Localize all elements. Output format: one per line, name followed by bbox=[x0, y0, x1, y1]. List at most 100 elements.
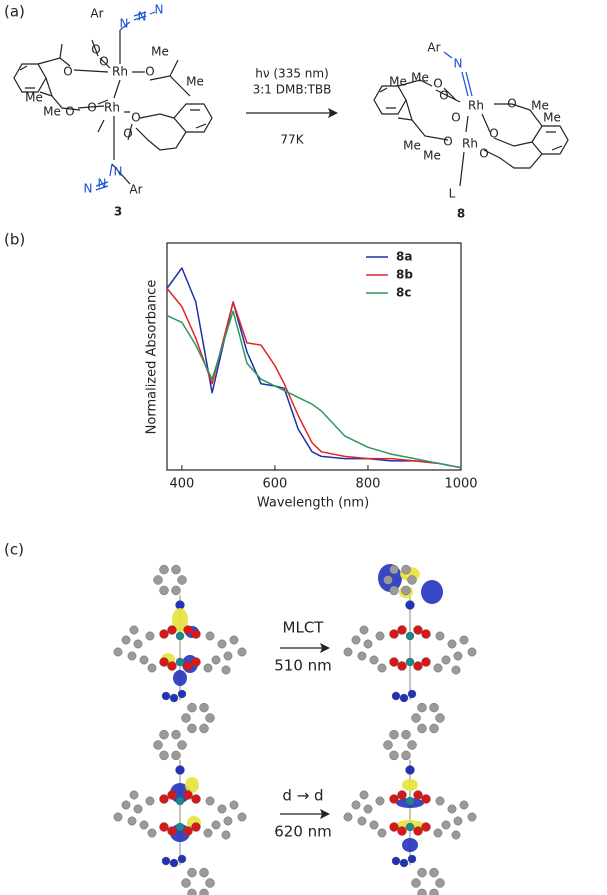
atom bbox=[397, 790, 407, 800]
atom bbox=[159, 750, 169, 761]
atom bbox=[405, 631, 415, 641]
atom bbox=[389, 564, 399, 575]
atom bbox=[397, 625, 407, 635]
atom bbox=[411, 713, 421, 723]
atom-label: N bbox=[120, 17, 129, 31]
atom-label: O bbox=[91, 43, 100, 57]
atom bbox=[421, 822, 431, 832]
atom-label: O bbox=[433, 77, 442, 91]
atom bbox=[407, 740, 417, 750]
atom bbox=[405, 796, 415, 806]
atom bbox=[177, 740, 187, 750]
atom-label: O bbox=[507, 97, 516, 111]
atom bbox=[159, 585, 169, 596]
atom-label: O bbox=[479, 147, 488, 161]
atom bbox=[145, 631, 155, 641]
panel-label: (a) bbox=[4, 3, 25, 21]
x-tick-label: 400 bbox=[169, 477, 194, 492]
compound-label: 3 bbox=[114, 205, 122, 219]
atom bbox=[417, 867, 427, 878]
atom bbox=[357, 816, 367, 826]
atom bbox=[183, 826, 193, 836]
atom bbox=[421, 629, 431, 639]
atom bbox=[399, 693, 409, 703]
atom bbox=[389, 657, 399, 667]
atom bbox=[161, 691, 171, 701]
atom-label: Ar bbox=[129, 183, 142, 197]
atom bbox=[405, 600, 415, 610]
transition-name: d → d bbox=[282, 787, 323, 805]
atom bbox=[397, 826, 407, 836]
atom bbox=[453, 816, 463, 826]
atom bbox=[175, 631, 185, 641]
compound-label: 8 bbox=[457, 207, 465, 221]
atom bbox=[139, 820, 149, 830]
series-line bbox=[166, 267, 462, 469]
atom bbox=[113, 812, 123, 822]
atom bbox=[351, 800, 361, 810]
atom bbox=[121, 635, 131, 645]
atom-label: Rh bbox=[104, 101, 120, 115]
atom bbox=[377, 663, 387, 673]
atom bbox=[167, 661, 177, 671]
atom bbox=[369, 655, 379, 665]
compound-8-bonds bbox=[373, 51, 569, 187]
atom bbox=[389, 629, 399, 639]
atom bbox=[203, 663, 213, 673]
atom bbox=[407, 854, 417, 864]
atom bbox=[169, 858, 179, 868]
atom bbox=[203, 828, 213, 838]
atom bbox=[139, 655, 149, 665]
atom bbox=[435, 713, 445, 723]
atom bbox=[159, 729, 169, 740]
orbital-lobe bbox=[173, 670, 187, 686]
atom bbox=[435, 631, 445, 641]
series-line bbox=[166, 310, 462, 469]
atom bbox=[417, 888, 427, 895]
atom bbox=[417, 702, 427, 713]
atom bbox=[199, 867, 209, 878]
atom bbox=[191, 794, 201, 804]
atom bbox=[167, 790, 177, 800]
atom bbox=[363, 639, 373, 649]
atom bbox=[159, 629, 169, 639]
atom-label: Me bbox=[186, 75, 204, 89]
atom bbox=[467, 812, 477, 822]
orbital-panel: MLCT 510 nm d → d 620 nm bbox=[113, 564, 477, 895]
atom bbox=[441, 655, 451, 665]
atom bbox=[171, 729, 181, 740]
atom bbox=[205, 796, 215, 806]
atom bbox=[127, 816, 137, 826]
atom-label: O bbox=[99, 55, 108, 69]
atom bbox=[467, 647, 477, 657]
atom bbox=[389, 729, 399, 740]
atom bbox=[177, 689, 187, 699]
atom bbox=[217, 804, 227, 814]
atom bbox=[399, 858, 409, 868]
atom bbox=[411, 878, 421, 888]
atom bbox=[183, 661, 193, 671]
atom bbox=[205, 878, 215, 888]
x-tick-label: 1000 bbox=[444, 477, 477, 492]
legend-label: 8c bbox=[396, 286, 411, 300]
atom bbox=[383, 740, 393, 750]
atom bbox=[177, 575, 187, 585]
atom bbox=[217, 639, 227, 649]
atom bbox=[447, 639, 457, 649]
compound-3-bonds bbox=[13, 11, 213, 191]
atom-label: Me bbox=[531, 99, 549, 113]
atom bbox=[175, 765, 185, 775]
atom bbox=[129, 790, 139, 800]
atom-label: Rh bbox=[462, 137, 478, 151]
atom-label: Rh bbox=[468, 99, 484, 113]
atom-label: O bbox=[131, 111, 140, 125]
atom-label: Me bbox=[423, 149, 441, 163]
atom bbox=[175, 657, 185, 667]
atom bbox=[391, 691, 401, 701]
atom-label: Me bbox=[403, 139, 421, 153]
atom-label: O bbox=[439, 89, 448, 103]
atom bbox=[199, 702, 209, 713]
